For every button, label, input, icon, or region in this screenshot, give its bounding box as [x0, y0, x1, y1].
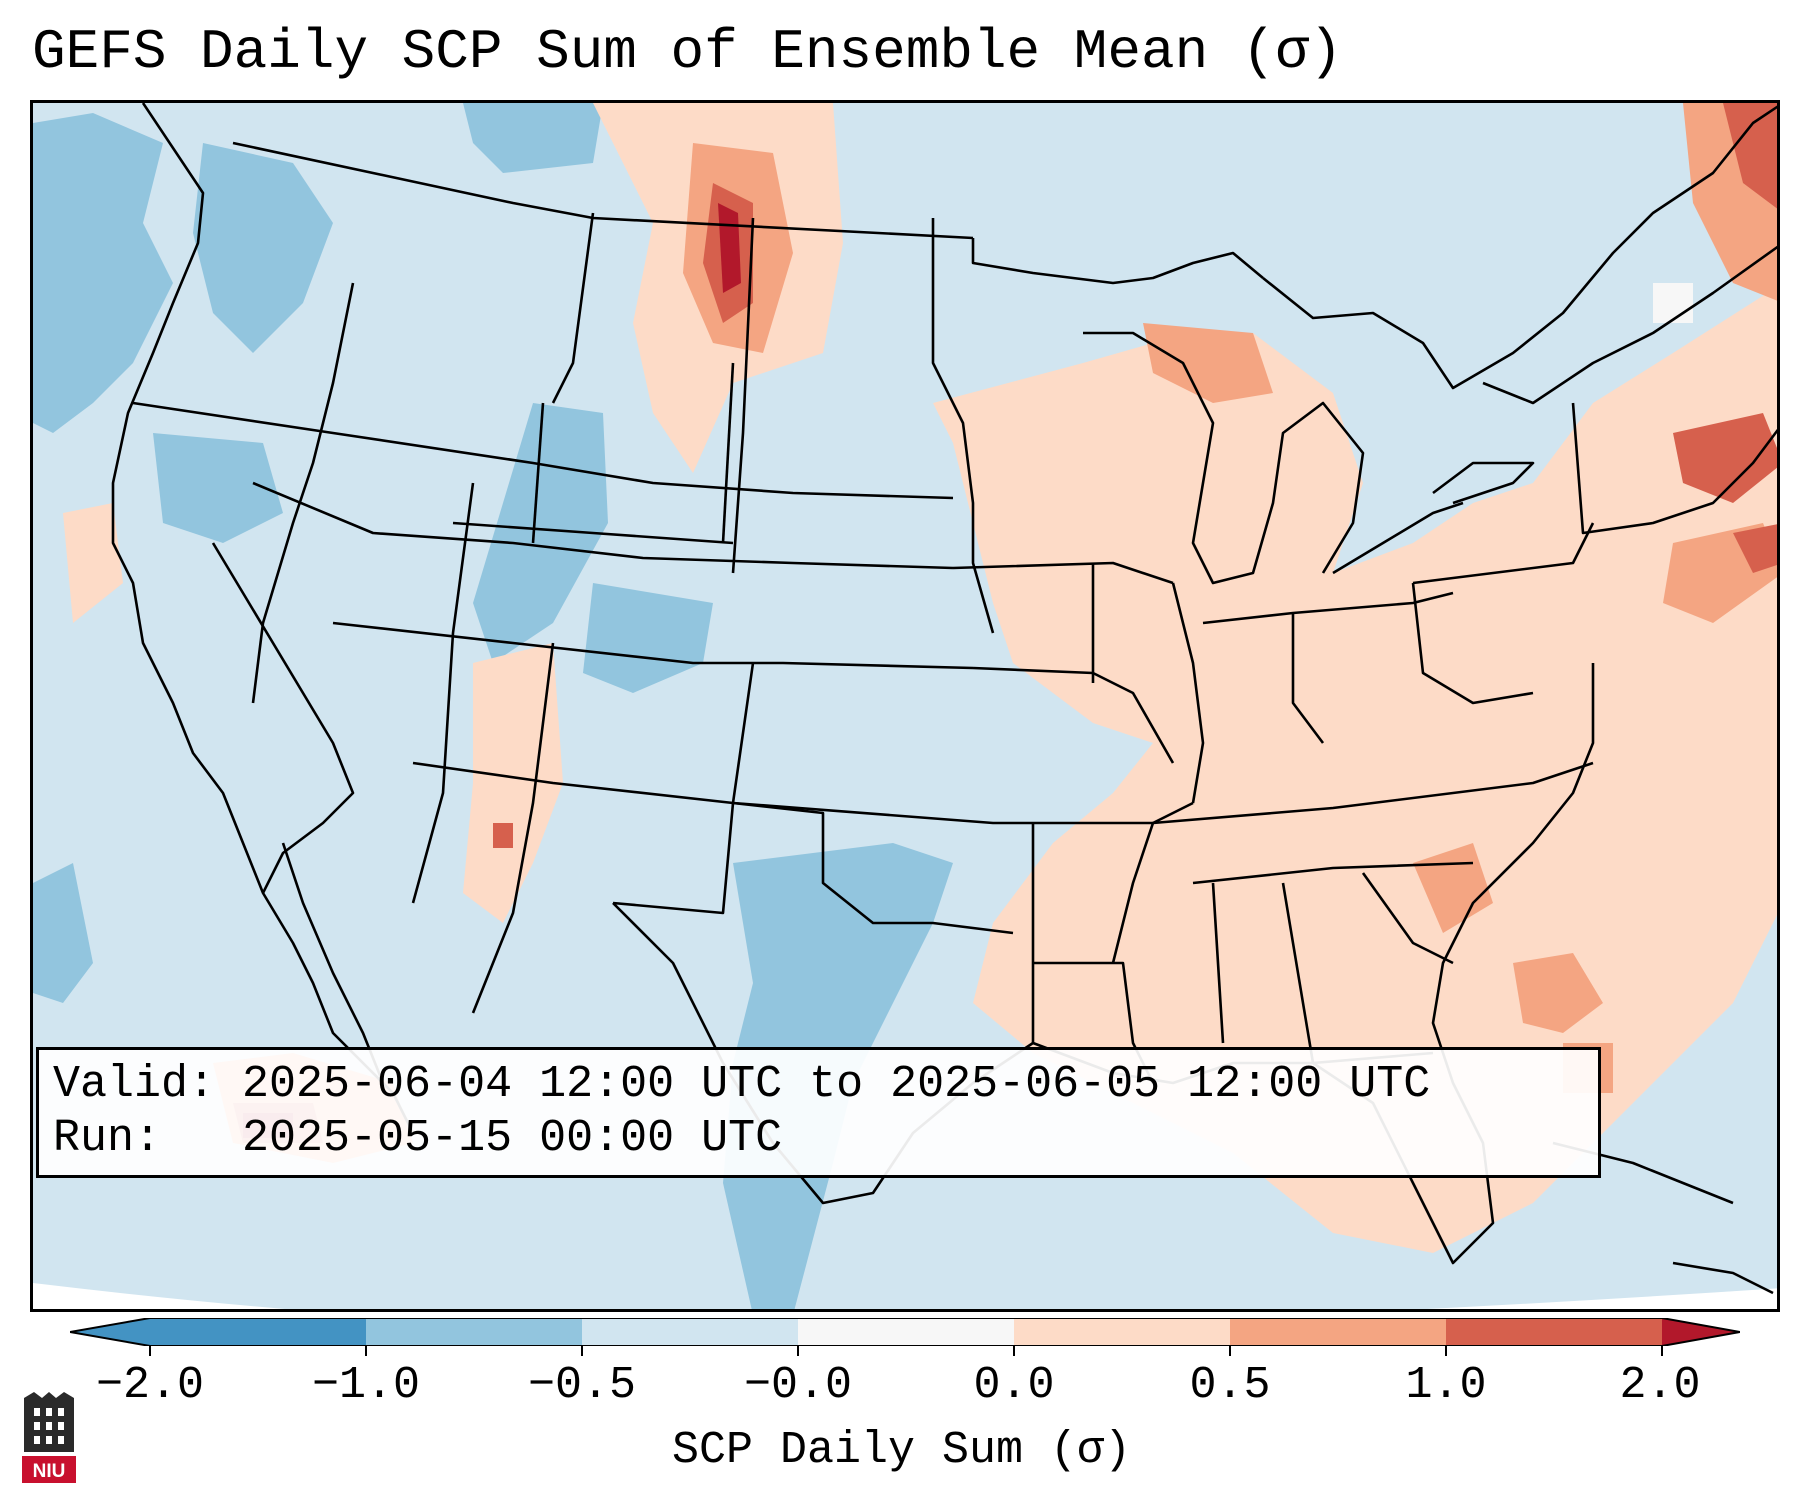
logo-banner	[22, 1456, 76, 1483]
colorbar-tick-mark	[1013, 1346, 1015, 1356]
red-region-maine	[1673, 413, 1777, 503]
valid-time-line: Valid: 2025-06-04 12:00 UTC to 2025-06-0…	[53, 1059, 1431, 1110]
blue-region-nw-ocean	[33, 113, 173, 433]
canada-border-west	[232, 141, 974, 240]
nm-texas-border	[612, 662, 755, 915]
colorbar-tick-label: −0.5	[527, 1360, 637, 1411]
mississippi-river-border	[1111, 801, 1194, 964]
colorbar-tick-mark	[1445, 1346, 1447, 1356]
salmon-region-upper-michigan	[1143, 323, 1273, 403]
red-cell-arizona	[493, 823, 513, 848]
colorbar-segment-7	[1446, 1318, 1662, 1346]
colorbar-segment-5	[1014, 1318, 1230, 1346]
niu-logo: NIU	[22, 1392, 76, 1483]
run-time-line: Run: 2025-05-15 00:00 UTC	[53, 1113, 783, 1164]
colorbar-segment-4	[798, 1318, 1014, 1346]
ohio-valley-border	[1202, 591, 1454, 625]
state-line-oregon-idaho-wyoming	[132, 401, 954, 500]
red-region-quebec	[1723, 103, 1777, 209]
great-lakes-michigan	[1083, 331, 1365, 585]
red-region-atlantic-ne	[1733, 524, 1777, 573]
colorbar-tick-mark	[365, 1346, 367, 1356]
colorbar-tick-label: 1.0	[1405, 1360, 1487, 1411]
us-west-coastline	[111, 103, 415, 1134]
colorbar-axis-label: SCP Daily Sum (σ)	[671, 1425, 1132, 1476]
tennessee-nc-northern-border	[1152, 761, 1594, 825]
lake-ontario-shore	[1432, 461, 1535, 505]
colorbar-tick-label: −0.0	[743, 1360, 853, 1411]
cuba-coastline	[1672, 1261, 1774, 1295]
ny-vt-nh-canada-border	[1482, 245, 1777, 405]
utah-western-border	[411, 482, 475, 904]
colorbar-tick-label: 0.5	[1189, 1360, 1271, 1411]
logo-building-icon	[34, 1408, 64, 1444]
pink-region-new-mexico	[463, 643, 563, 923]
wyoming-border	[452, 521, 734, 545]
validity-info-box: Valid: 2025-06-04 12:00 UTC to 2025-06-0…	[36, 1047, 1601, 1178]
colorbar-tick-mark	[1229, 1346, 1231, 1356]
tennessee-southern-border	[1192, 861, 1474, 885]
colorbar-high-extend	[1662, 1318, 1740, 1346]
montana-dakotas-border	[731, 217, 755, 574]
colorbar-segment-1	[150, 1318, 366, 1346]
oklahoma-border	[732, 801, 1014, 935]
pennsylvania-border	[1411, 582, 1534, 705]
mississippi-alabama-border	[1211, 882, 1225, 1044]
colorbar-segment-2	[366, 1318, 582, 1346]
blue-region-oregon	[153, 433, 283, 543]
wyoming-east-border	[721, 362, 735, 544]
az-nm-border	[471, 642, 555, 1014]
blue-region-pacific-sw	[33, 863, 93, 1003]
ny-pa-border	[1412, 522, 1595, 585]
colorbar-tick-label: −1.0	[311, 1360, 421, 1411]
projection-edge	[33, 1283, 1777, 1309]
colorbar-segment-3	[582, 1318, 798, 1346]
wyoming-west-border	[531, 402, 545, 544]
georgia-sc-border	[1361, 872, 1454, 965]
idaho-montana-border	[551, 212, 595, 404]
colorbar-low-extend	[70, 1318, 150, 1346]
colorbar-tick-label: 2.0	[1619, 1360, 1701, 1411]
logo-text: NIU	[33, 1461, 66, 1482]
canada-border-central	[971, 238, 1264, 285]
lake-erie-shore	[1332, 501, 1464, 575]
blue-region-washington	[193, 143, 333, 353]
ca-nv-az-border	[211, 542, 355, 894]
colorbar-tick-label: −2.0	[95, 1360, 205, 1411]
state-line-latitude-42	[252, 481, 954, 570]
colorbar	[70, 1318, 1740, 1346]
salmon-region-atlantic-se1	[1513, 953, 1603, 1033]
colorbar-tick-label: 0.0	[973, 1360, 1055, 1411]
colorbar-tick-mark	[1661, 1346, 1663, 1356]
colorbar-tick-mark	[149, 1346, 151, 1356]
colorbar-tick-mark	[581, 1346, 583, 1356]
idaho-nevada-line	[251, 282, 355, 704]
new-england-border	[1571, 402, 1777, 535]
blue-region-idaho-north	[463, 103, 603, 173]
map-title: GEFS Daily SCP Sum of Ensemble Mean (σ)	[32, 20, 1343, 84]
pink-region-pacific-ca	[63, 503, 123, 623]
illinois-indiana-border	[1171, 582, 1205, 804]
iowa-minnesota-border	[952, 561, 1174, 585]
missouri-border	[972, 666, 1175, 764]
indiana-ohio-border	[1291, 613, 1325, 744]
colorbar-tick-mark	[797, 1346, 799, 1356]
white-cell-quebec	[1653, 283, 1693, 323]
blue-region-wyoming-utah	[473, 403, 608, 663]
alabama-georgia-border	[1281, 882, 1315, 1064]
political-boundaries	[111, 103, 1777, 1295]
blue-region-colorado	[583, 583, 713, 693]
colorbar-segment-6	[1230, 1318, 1446, 1346]
minnesota-dakota-border	[931, 218, 995, 634]
st-lawrence-border	[1262, 105, 1777, 390]
